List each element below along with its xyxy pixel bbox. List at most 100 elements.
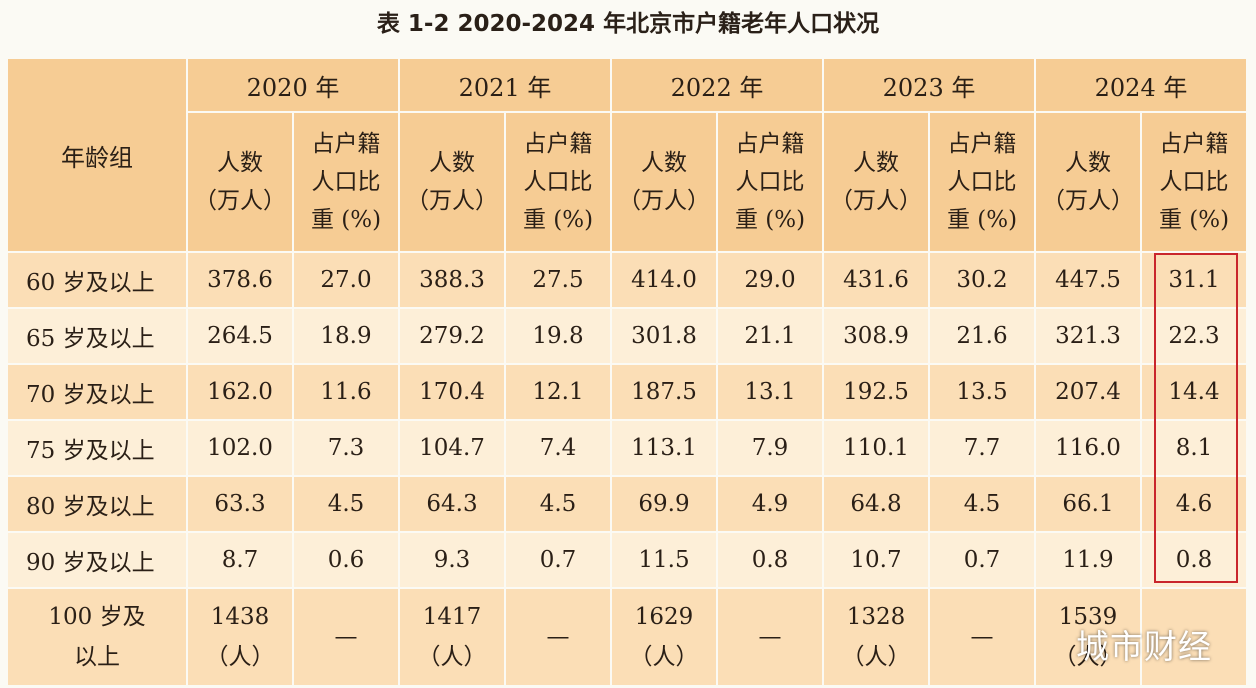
data-cell: 10.7 (822, 531, 930, 589)
data-cell: 192.5 (822, 363, 930, 421)
age-group-cell: 90 岁及以上 (6, 531, 188, 589)
data-cell: 4.5 (928, 475, 1036, 533)
share-header: 占户籍 人口比重 (%) (504, 111, 612, 253)
data-cell: 21.6 (928, 307, 1036, 365)
data-cell: — (292, 587, 400, 687)
data-cell: 0.8 (1140, 531, 1248, 589)
watermark: 城市财经 (1076, 627, 1212, 666)
table-row: 80 岁及以上 63.3 4.5 64.3 4.5 69.9 4.9 64.8 … (6, 475, 1248, 533)
share-header: 占户籍 人口比重 (%) (928, 111, 1036, 253)
data-cell: 7.9 (716, 419, 824, 477)
data-cell: 113.1 (610, 419, 718, 477)
data-cell: 21.1 (716, 307, 824, 365)
data-cell: 264.5 (186, 307, 294, 365)
year-header: 2020 年 (186, 57, 400, 113)
data-cell: 11.5 (610, 531, 718, 589)
data-cell: 0.6 (292, 531, 400, 589)
data-cell: 19.8 (504, 307, 612, 365)
data-cell: 1629 （人） (610, 587, 718, 687)
share-header: 占户籍 人口比重 (%) (716, 111, 824, 253)
count-header: 人数 （万人） (822, 111, 930, 253)
data-cell: 1328 （人） (822, 587, 930, 687)
data-cell: 22.3 (1140, 307, 1248, 365)
table-row: 60 岁及以上 378.6 27.0 388.3 27.5 414.0 29.0… (6, 251, 1248, 309)
share-header: 占户籍 人口比重 (%) (292, 111, 400, 253)
count-header: 人数 （万人） (186, 111, 294, 253)
count-header: 人数 （万人） (1034, 111, 1142, 253)
data-cell: 64.8 (822, 475, 930, 533)
data-cell: 0.8 (716, 531, 824, 589)
data-cell: 11.6 (292, 363, 400, 421)
age-group-cell: 60 岁及以上 (6, 251, 188, 309)
data-cell: 0.7 (504, 531, 612, 589)
data-cell: 104.7 (398, 419, 506, 477)
data-cell: 13.5 (928, 363, 1036, 421)
count-header: 人数 （万人） (610, 111, 718, 253)
table-row: 65 岁及以上 264.5 18.9 279.2 19.8 301.8 21.1… (6, 307, 1248, 365)
data-cell: 414.0 (610, 251, 718, 309)
table-row: 75 岁及以上 102.0 7.3 104.7 7.4 113.1 7.9 11… (6, 419, 1248, 477)
age-group-cell: 70 岁及以上 (6, 363, 188, 421)
data-cell: 102.0 (186, 419, 294, 477)
age-group-cell: 100 岁及 以上 (6, 587, 188, 687)
data-cell: 29.0 (716, 251, 824, 309)
data-cell: 170.4 (398, 363, 506, 421)
age-group-cell: 75 岁及以上 (6, 419, 188, 477)
elderly-population-table: 年龄组 2020 年 2021 年 2022 年 2023 年 2024 年 人… (6, 57, 1248, 687)
data-cell: 9.3 (398, 531, 506, 589)
table-row: 70 岁及以上 162.0 11.6 170.4 12.1 187.5 13.1… (6, 363, 1248, 421)
data-cell: 7.3 (292, 419, 400, 477)
share-header: 占户籍 人口比重 (%) (1140, 111, 1248, 253)
data-cell: 7.7 (928, 419, 1036, 477)
data-cell: 7.4 (504, 419, 612, 477)
data-cell: 0.7 (928, 531, 1036, 589)
data-cell: 12.1 (504, 363, 612, 421)
data-cell: 27.5 (504, 251, 612, 309)
data-cell: 4.5 (292, 475, 400, 533)
data-cell: 162.0 (186, 363, 294, 421)
data-cell: 1417 （人） (398, 587, 506, 687)
table-row: 100 岁及 以上 1438 （人） — 1417 （人） — 1629 （人） — 1… (6, 587, 1248, 687)
data-cell: 31.1 (1140, 251, 1248, 309)
data-cell: — (928, 587, 1036, 687)
data-cell: 4.5 (504, 475, 612, 533)
data-cell: 388.3 (398, 251, 506, 309)
data-cell: 14.4 (1140, 363, 1248, 421)
data-cell: 447.5 (1034, 251, 1142, 309)
data-cell: — (504, 587, 612, 687)
year-header: 2021 年 (398, 57, 612, 113)
data-cell: 110.1 (822, 419, 930, 477)
year-header: 2024 年 (1034, 57, 1248, 113)
data-cell: 11.9 (1034, 531, 1142, 589)
table-title: 表 1-2 2020-2024 年北京市户籍老年人口状况 (376, 11, 880, 37)
data-cell: 13.1 (716, 363, 824, 421)
data-cell: 321.3 (1034, 307, 1142, 365)
data-cell: 30.2 (928, 251, 1036, 309)
data-cell: 18.9 (292, 307, 400, 365)
data-cell: 187.5 (610, 363, 718, 421)
count-header: 人数 （万人） (398, 111, 506, 253)
data-cell: 1438 （人） (186, 587, 294, 687)
data-cell: 308.9 (822, 307, 930, 365)
data-cell: 301.8 (610, 307, 718, 365)
data-cell: 4.6 (1140, 475, 1248, 533)
data-cell: — (716, 587, 824, 687)
year-header: 2022 年 (610, 57, 824, 113)
age-group-header: 年龄组 (6, 57, 188, 253)
age-group-cell: 80 岁及以上 (6, 475, 188, 533)
data-cell (1140, 587, 1248, 687)
age-group-cell: 65 岁及以上 (6, 307, 188, 365)
data-cell: 431.6 (822, 251, 930, 309)
data-cell: 69.9 (610, 475, 718, 533)
data-cell: 8.1 (1140, 419, 1248, 477)
data-cell: 8.7 (186, 531, 294, 589)
data-cell: 4.9 (716, 475, 824, 533)
data-cell: 279.2 (398, 307, 506, 365)
data-cell: 63.3 (186, 475, 294, 533)
data-cell: 64.3 (398, 475, 506, 533)
table-row: 90 岁及以上 8.7 0.6 9.3 0.7 11.5 0.8 10.7 0.… (6, 531, 1248, 589)
data-cell: 207.4 (1034, 363, 1142, 421)
data-cell: 116.0 (1034, 419, 1142, 477)
year-header: 2023 年 (822, 57, 1036, 113)
data-cell: 27.0 (292, 251, 400, 309)
